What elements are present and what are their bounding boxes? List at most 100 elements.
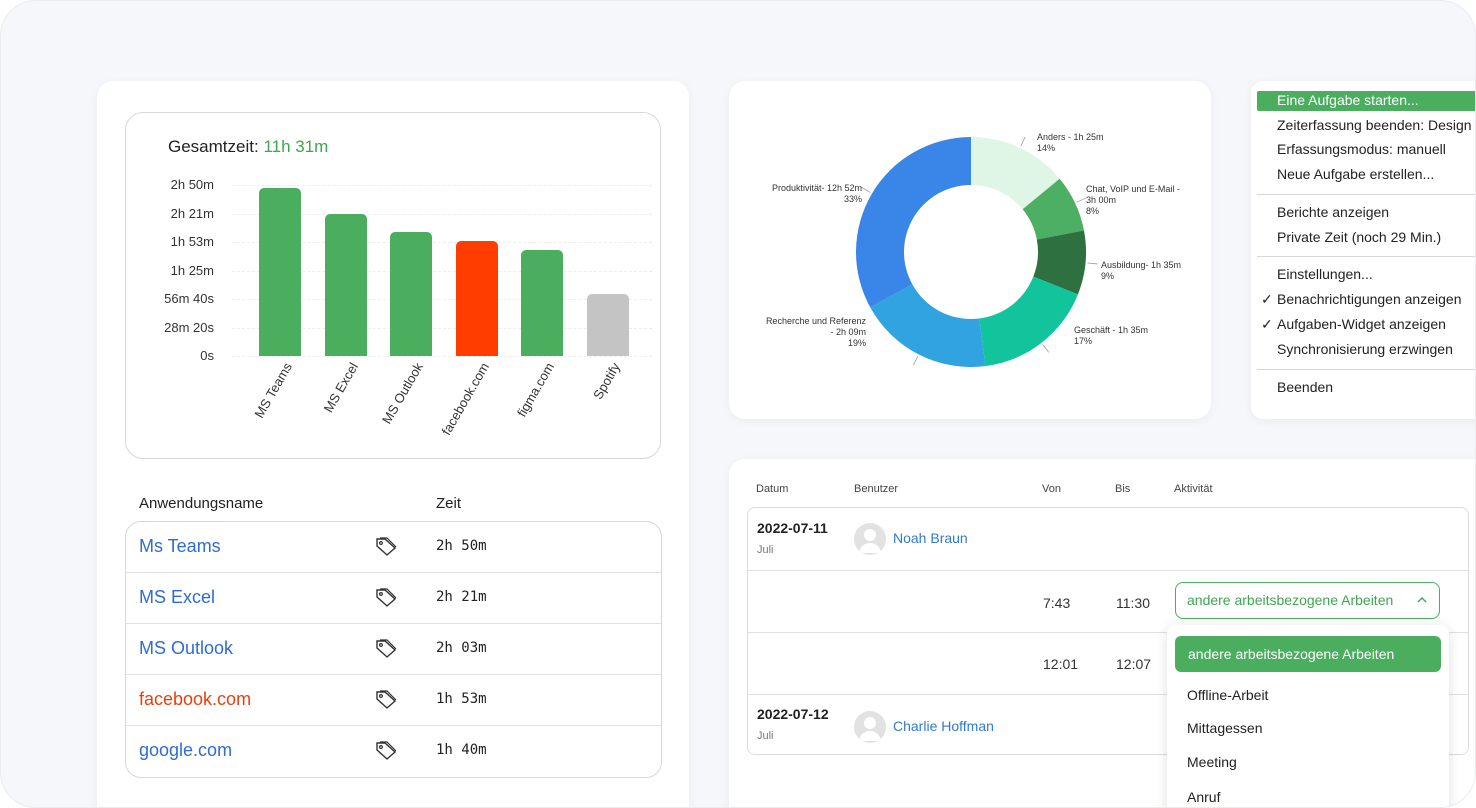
donut-label-ausbildung: Ausbildung- 1h 35m 9%	[1101, 260, 1182, 281]
table-row[interactable]: google.com 1h 40m	[126, 726, 661, 777]
user-icon	[859, 529, 881, 553]
x-tick-label: MS Teams	[251, 360, 295, 421]
entry-to: 11:30	[1116, 595, 1150, 611]
usage-card: Gesamtzeit: 11h 31m 2h 50m 2h 21m 1h 53m 1h…	[97, 81, 689, 807]
bar-ms-teams[interactable]	[259, 188, 301, 356]
table-row[interactable]: facebook.com 1h 53m	[126, 675, 661, 726]
donut-label-anders: Anders - 1h 25m 14%	[1037, 132, 1104, 153]
chart-title: Gesamtzeit: 11h 31m	[168, 137, 328, 157]
donut-leader-line	[1020, 136, 1026, 147]
chart-title-value: 11h 31m	[263, 137, 329, 156]
grid-line	[232, 242, 652, 243]
column-header-name: Anwendungsname	[139, 495, 264, 512]
menu-divider	[1257, 256, 1475, 257]
donut-slice[interactable]	[1022, 178, 1084, 240]
tag-icon[interactable]	[375, 588, 397, 608]
table-row[interactable]: Ms Teams 2h 50m	[126, 522, 661, 573]
y-tick-label: 0s	[200, 348, 214, 363]
menu-item-start-task[interactable]: Eine Aufgabe starten...	[1277, 92, 1419, 108]
menu-item-quit[interactable]: Beenden	[1277, 379, 1334, 395]
donut-label-geschaeft: Geschäft - 1h 35m 17%	[1074, 325, 1149, 346]
donut-leader-line	[1087, 262, 1098, 265]
menu-item-tracking-mode[interactable]: Erfassungsmodus: manuell	[1277, 141, 1446, 157]
menu-item-private-time[interactable]: Private Zeit (noch 29 Min.)	[1277, 229, 1442, 245]
checkmark-icon: ✓	[1261, 316, 1273, 332]
table-row[interactable]: MS Outlook 2h 03m	[126, 624, 661, 675]
app-time: 2h 03m	[436, 640, 487, 656]
tag-icon[interactable]	[375, 690, 397, 710]
donut-leader-line	[912, 356, 919, 366]
checkmark-icon: ✓	[1261, 291, 1273, 307]
donut-label-produktivitaet: Produktivität- 12h 52m 33%	[771, 183, 862, 204]
tag-icon[interactable]	[375, 741, 397, 761]
avatar	[854, 711, 886, 743]
bar-figma-com[interactable]	[521, 250, 563, 356]
menu-item-notifications[interactable]: Benachrichtigungen anzeigen	[1277, 291, 1462, 307]
tag-icon[interactable]	[375, 639, 397, 659]
user-name-link[interactable]: Charlie Hoffman	[893, 718, 994, 734]
app-name-link[interactable]: google.com	[139, 740, 233, 760]
dropdown-option[interactable]: Mittagessen	[1187, 720, 1263, 736]
x-tick-label: MS Outlook	[379, 360, 426, 427]
bar-ms-excel[interactable]	[324, 214, 367, 356]
y-tick-label: 2h 50m	[170, 177, 214, 192]
entry-month: Juli	[757, 544, 774, 556]
grid-line	[232, 356, 652, 357]
tray-context-menu: Eine Aufgabe starten... Zeiterfassung be…	[1251, 81, 1475, 419]
y-tick-label: 1h 53m	[170, 234, 214, 249]
dropdown-option[interactable]: Offline-Arbeit	[1187, 687, 1269, 703]
app-name-link[interactable]: MS Outlook	[139, 638, 234, 658]
category-donut-card: Anders - 1h 25m 14% Chat, VoIP und E-Mail…	[729, 81, 1211, 419]
menu-item-task-widget[interactable]: Aufgaben-Widget anzeigen	[1277, 316, 1446, 332]
grid-line	[232, 270, 652, 272]
dropdown-option[interactable]: Meeting	[1187, 754, 1237, 770]
menu-item-reports[interactable]: Berichte anzeigen	[1277, 204, 1390, 220]
donut-slice[interactable]	[870, 284, 986, 367]
table-row[interactable]: MS Excel 2h 21m	[126, 573, 661, 624]
column-header-from: Von	[1042, 483, 1061, 495]
menu-item-settings[interactable]: Einstellungen...	[1277, 266, 1373, 282]
column-header-date: Datum	[756, 483, 789, 495]
entry-date: 2022-07-11	[757, 520, 828, 536]
usage-bar-chart: Gesamtzeit: 11h 31m 2h 50m 2h 21m 1h 53m 1h…	[125, 112, 661, 459]
app-name-link[interactable]: Ms Teams	[139, 536, 221, 556]
dropdown-option[interactable]: Anruf	[1187, 789, 1221, 805]
menu-divider	[1257, 369, 1475, 370]
bar-ms-outlook[interactable]	[390, 232, 432, 356]
bar-spotify[interactable]	[586, 293, 629, 356]
bar-facebook-com[interactable]	[455, 241, 498, 356]
y-tick-label: 56m 40s	[164, 291, 214, 306]
app-name-link[interactable]: facebook.com	[139, 689, 252, 709]
user-name-link[interactable]: Noah Braun	[893, 530, 968, 546]
tag-icon[interactable]	[375, 537, 397, 557]
donut-slice[interactable]	[856, 137, 971, 308]
menu-item-new-task[interactable]: Neue Aufgabe erstellen...	[1277, 166, 1435, 182]
row-divider	[748, 632, 1468, 633]
donut-leader-line	[1076, 197, 1087, 203]
menu-item-stop-tracking[interactable]: Zeiterfassung beenden: Design	[1277, 117, 1472, 133]
chevron-up-icon	[1417, 597, 1427, 603]
grid-line	[232, 213, 652, 215]
column-header-user: Benutzer	[854, 483, 899, 495]
app-time: 1h 53m	[436, 691, 487, 707]
app-time: 2h 21m	[436, 589, 487, 605]
dropdown-option-selected[interactable]: andere arbeitsbezogene Arbeiten	[1175, 636, 1441, 672]
app-name-link[interactable]: MS Excel	[139, 587, 216, 607]
app-time: 1h 40m	[436, 742, 487, 758]
entry-date: 2022-07-12	[757, 706, 829, 722]
entry-month: Juli	[757, 730, 774, 742]
activity-select[interactable]: andere arbeitsbezogene Arbeiten	[1175, 582, 1440, 619]
donut-slice[interactable]	[971, 137, 1060, 210]
entry-from: 7:43	[1043, 595, 1071, 611]
activity-log-table: 2022-07-11 Juli Noah Braun 7:43 11:30 an…	[747, 507, 1469, 755]
donut-label-chat: Chat, VoIP und E-Mail -3h 00m 8%	[1086, 184, 1180, 216]
entry-to: 12:07	[1116, 656, 1152, 672]
menu-item-force-sync[interactable]: Synchronisierung erzwingen	[1277, 341, 1453, 357]
entry-from: 12:01	[1043, 656, 1079, 672]
donut-slice[interactable]	[979, 276, 1078, 367]
donut-leader-line	[1042, 344, 1050, 353]
donut-slice[interactable]	[1033, 230, 1086, 295]
y-tick-label: 1h 25m	[170, 262, 214, 278]
column-header-to: Bis	[1115, 483, 1131, 495]
